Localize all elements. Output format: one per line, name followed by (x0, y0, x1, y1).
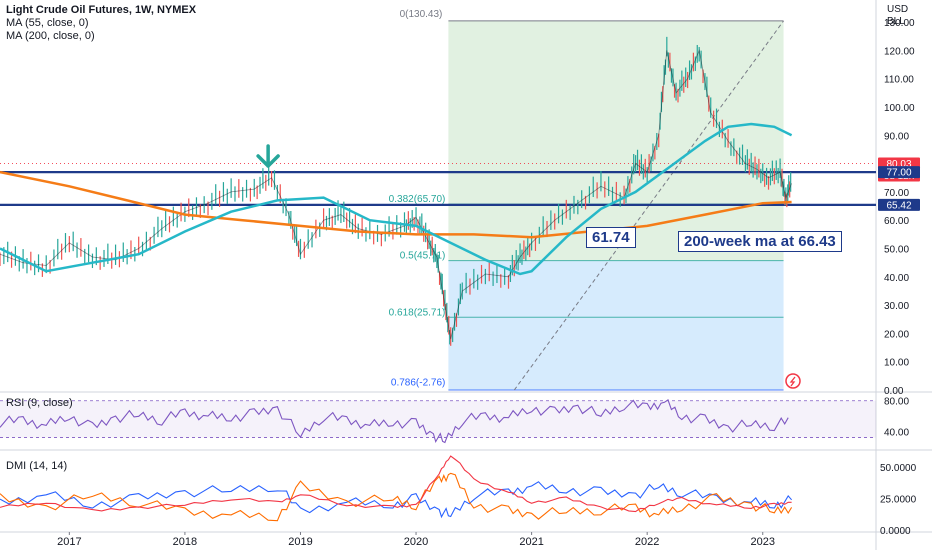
fib-label: 0.786(-2.76) (391, 378, 445, 389)
price-tick-label: 10.00 (884, 358, 909, 369)
dmi-minus-line (0, 472, 793, 522)
price-tick-label: 20.00 (884, 329, 909, 340)
down-arrow-icon (256, 144, 280, 168)
time-tick-label: 2021 (519, 536, 543, 548)
price-tag-bg (878, 166, 920, 179)
price-tick-label: 110.00 (884, 75, 914, 86)
time-tick-label: 2022 (635, 536, 659, 548)
dmi-tick-label: 25.0000 (880, 495, 917, 506)
price-tag-label: 65.42 (886, 200, 911, 211)
dmi-tick-label: 50.0000 (880, 463, 917, 474)
fib-zone-lower (448, 260, 784, 390)
rsi-tick-label: 80.00 (884, 397, 909, 408)
price-tick-label: 130.00 (884, 18, 915, 29)
price-tick-label: 50.00 (884, 245, 909, 256)
lightning-icon-bolt (789, 376, 796, 387)
ma200-annotation[interactable]: 200-week ma at 66.43 (678, 231, 842, 252)
price-tick-label: 30.00 (884, 301, 909, 312)
dmi-plus-line (0, 481, 793, 519)
rsi-pane-label[interactable]: RSI (9, close) (6, 397, 73, 409)
low-price-annotation[interactable]: 61.74 (586, 227, 636, 248)
time-tick-label: 2019 (288, 536, 312, 548)
fib-label: 0.618(25.71) (389, 307, 446, 318)
price-tick-label: 70.00 (884, 188, 909, 199)
fib-label: 0.382(65.70) (389, 194, 446, 205)
price-series (0, 48, 792, 340)
symbol-title[interactable]: Light Crude Oil Futures, 1W, NYMEX (6, 4, 197, 16)
time-tick-label: 2017 (57, 536, 81, 548)
price-tag-label: 77.00 (886, 168, 911, 179)
ma200-legend[interactable]: MA (200, close, 0) (6, 30, 95, 42)
lightning-icon (785, 373, 801, 389)
chart-legend: Light Crude Oil Futures, 1W, NYMEX MA (5… (6, 4, 196, 43)
time-tick-label: 2018 (173, 536, 197, 548)
fib-label-top: 0(130.43) (400, 9, 443, 20)
rsi-line (0, 399, 789, 444)
price-tick-label: 100.00 (884, 103, 915, 114)
dmi-adx-line (0, 455, 792, 513)
ma55-legend[interactable]: MA (55, close, 0) (6, 17, 89, 29)
time-tick-label: 2023 (751, 536, 775, 548)
currency-label: USD BLL (887, 4, 909, 27)
time-tick-label: 2020 (404, 536, 428, 548)
price-tick-label: 60.00 (884, 216, 909, 227)
trend-line (513, 20, 784, 391)
ma55-line (0, 122, 793, 276)
price-tag-bg (878, 198, 920, 211)
fib-label: 0.5(45.71) (400, 251, 446, 262)
price-tick-label: 120.00 (884, 46, 915, 57)
rsi-band (0, 400, 876, 438)
dmi-pane-label[interactable]: DMI (14, 14) (6, 460, 68, 472)
price-tick-label: 0.00 (884, 386, 904, 397)
dmi-tick-label: 0.0000 (880, 526, 911, 537)
price-tick-label: 40.00 (884, 273, 909, 284)
ma200-line (0, 170, 792, 239)
price-tick-label: 90.00 (884, 131, 909, 142)
price-tag-label: 80.03 (886, 159, 911, 170)
rsi-tick-label: 40.00 (884, 428, 909, 439)
